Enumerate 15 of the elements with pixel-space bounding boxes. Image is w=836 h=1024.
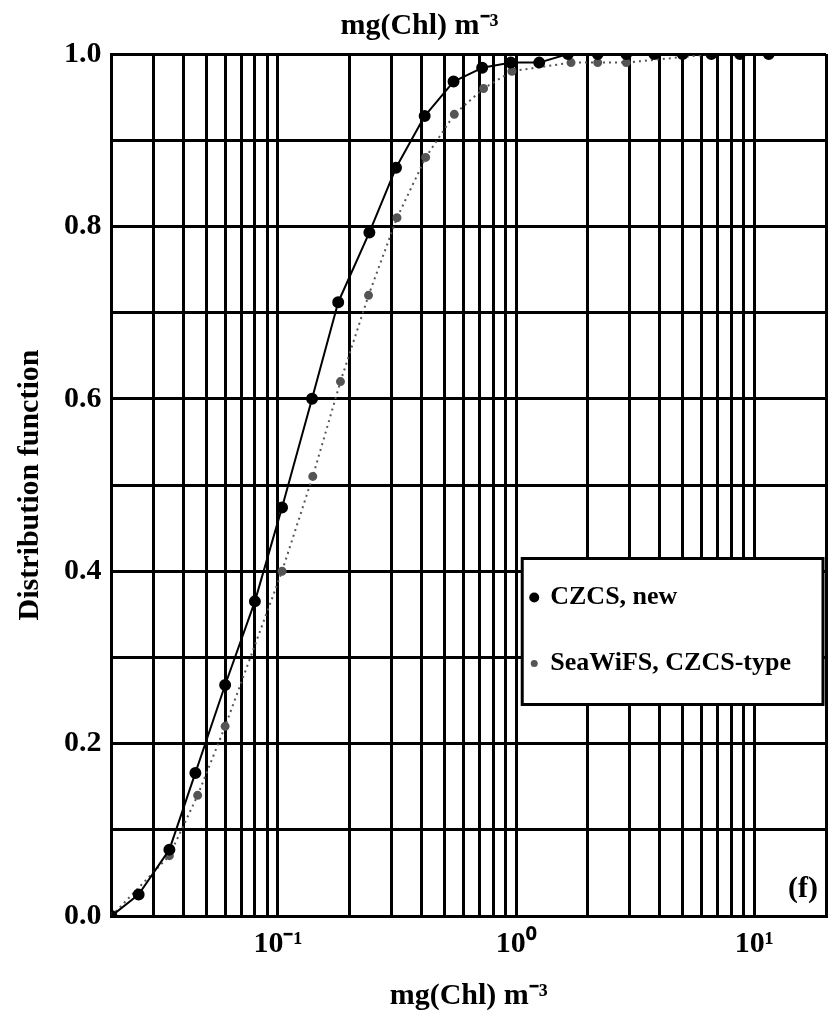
- chart-title: mg(Chl) m⁻³: [340, 6, 499, 41]
- annotation: (f): [788, 869, 818, 904]
- x-tick-label: 10¹: [734, 924, 774, 958]
- x-axis-title: mg(Chl) m⁻³: [389, 976, 548, 1011]
- y-tick-label: 0.0: [64, 896, 102, 930]
- x-tick-label: 10⁻¹: [253, 924, 303, 958]
- y-tick-label: 0.6: [64, 379, 102, 413]
- y-tick-label: 0.8: [64, 207, 102, 241]
- y-axis-title: Distribution function: [10, 349, 44, 621]
- legend-label: SeaWiFS, CZCS-type: [550, 647, 792, 677]
- y-tick-label: 0.4: [64, 551, 102, 585]
- legend-label: CZCS, new: [550, 581, 678, 611]
- y-tick-label: 0.2: [64, 724, 102, 758]
- x-tick-label: 10⁰: [495, 924, 537, 958]
- y-tick-label: 1.0: [64, 34, 102, 68]
